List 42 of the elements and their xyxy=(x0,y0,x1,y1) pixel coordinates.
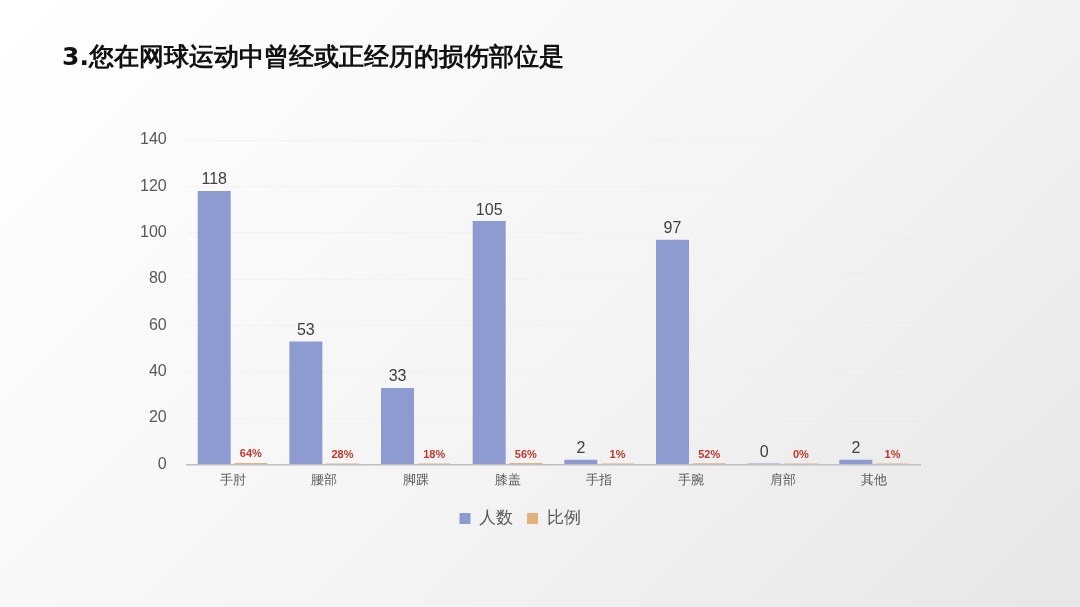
y-tick-label: 20 xyxy=(148,408,167,426)
x-tick-label: 手指 xyxy=(586,471,613,487)
data-label: 97 xyxy=(663,219,682,237)
y-tick-label: 0 xyxy=(157,454,167,472)
chart-title: 3.您在网球运动中曾经或正经历的损伤部位是 xyxy=(62,41,564,73)
x-tick-label: 肩部 xyxy=(769,471,796,487)
y-tick-label: 80 xyxy=(148,269,167,287)
data-label: 1% xyxy=(609,447,626,460)
y-tick-label: 140 xyxy=(139,130,167,148)
x-tick-label: 腰部 xyxy=(311,471,338,487)
x-tick-label: 脚踝 xyxy=(402,471,429,487)
x-tick-label: 手腕 xyxy=(677,471,704,487)
data-label: 33 xyxy=(388,367,407,385)
y-tick-label: 60 xyxy=(148,315,167,333)
y-tick-label: 40 xyxy=(148,362,167,380)
y-tick-label: 100 xyxy=(139,223,167,241)
x-tick-label: 膝盖 xyxy=(494,471,521,487)
bar xyxy=(656,239,690,464)
x-tick-label: 其他 xyxy=(861,471,888,487)
bar xyxy=(564,459,598,464)
data-label: 105 xyxy=(475,200,503,218)
x-tick-label: 手肘 xyxy=(219,471,246,487)
y-tick-label: 120 xyxy=(139,176,167,194)
data-label: 1% xyxy=(884,447,901,460)
bar xyxy=(197,190,231,464)
bar xyxy=(381,387,415,464)
data-label: 56% xyxy=(514,447,538,460)
data-label: 118 xyxy=(201,170,228,188)
bar xyxy=(839,459,873,464)
data-label: 64% xyxy=(239,447,263,460)
legend-label: 比例 xyxy=(546,506,581,527)
legend-label: 人数 xyxy=(479,506,513,527)
data-label: 28% xyxy=(331,447,354,460)
bar xyxy=(472,221,506,464)
data-label: 2 xyxy=(576,439,586,457)
data-label: 18% xyxy=(423,447,446,460)
data-label: 0% xyxy=(792,447,809,460)
bar xyxy=(289,341,323,464)
data-label: 53 xyxy=(296,321,315,338)
data-label: 52% xyxy=(698,447,721,460)
data-label: 2 xyxy=(851,439,861,457)
data-label: 0 xyxy=(759,442,769,460)
